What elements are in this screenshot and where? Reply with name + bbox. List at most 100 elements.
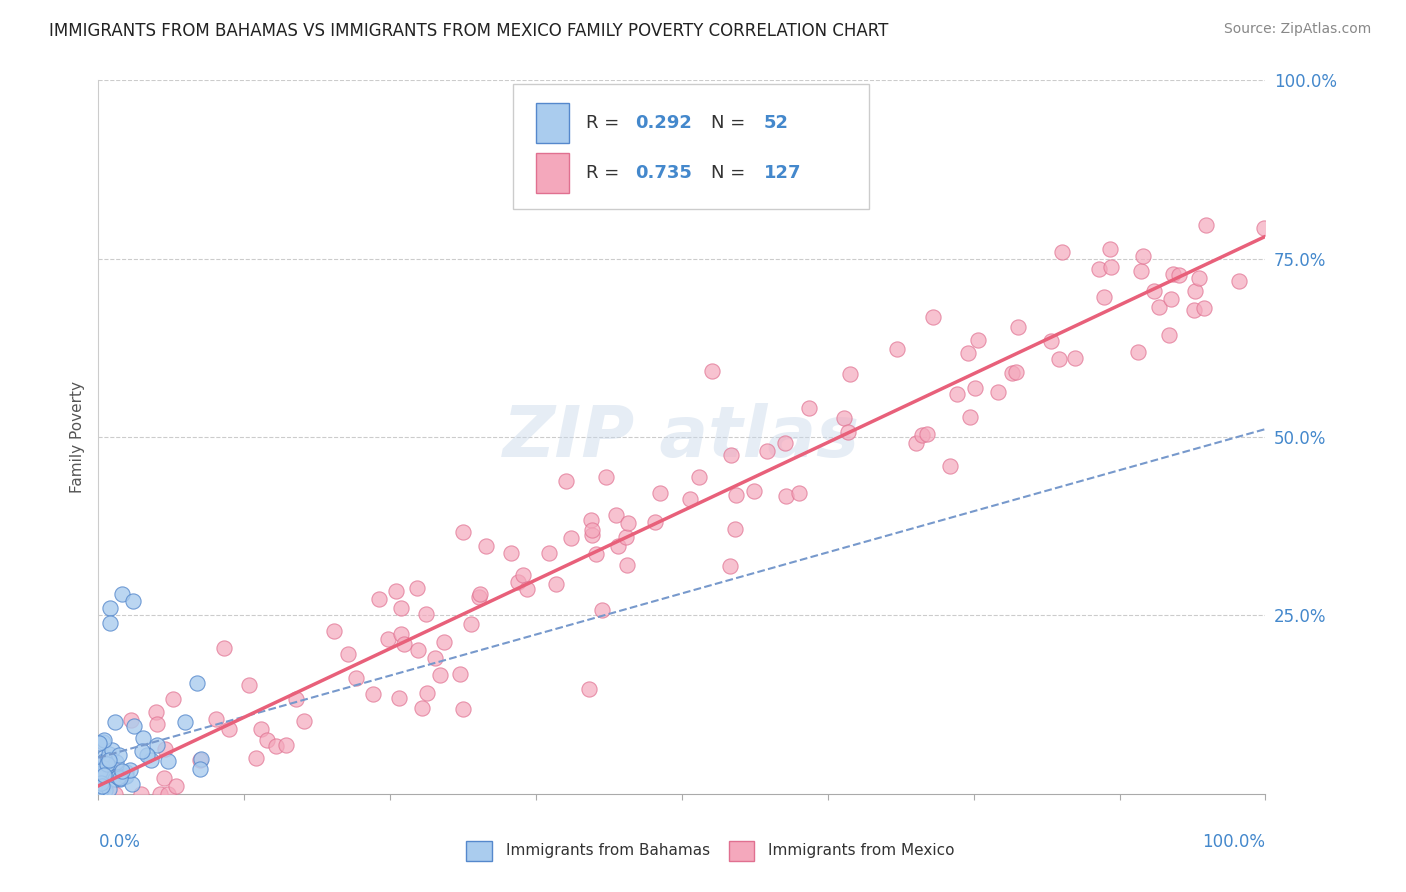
Text: N =: N = (711, 164, 751, 182)
Point (1040, 334, 1063, 348)
Y-axis label: Family Poverty: Family Poverty (69, 381, 84, 493)
Point (1227, 274, 1250, 288)
Point (89, 771, 111, 785)
Point (108, 771, 131, 785)
Point (93, 750, 115, 764)
Point (1195, 218, 1218, 232)
Point (1149, 300, 1171, 314)
Point (837, 425, 859, 439)
Point (1253, 221, 1275, 235)
Point (391, 627, 413, 641)
Point (614, 530, 637, 544)
Point (120, 763, 142, 777)
Point (537, 545, 560, 559)
Point (245, 751, 267, 765)
Point (720, 449, 742, 463)
Point (89, 764, 111, 779)
Point (188, 753, 211, 767)
Point (115, 764, 138, 779)
Point (922, 310, 945, 324)
Point (957, 345, 980, 359)
Point (1047, 352, 1070, 367)
Point (111, 587, 134, 601)
Point (98, 615, 121, 630)
Point (474, 539, 496, 553)
Point (114, 769, 136, 783)
Point (702, 364, 724, 378)
Point (506, 574, 529, 589)
Point (336, 647, 359, 661)
Point (96, 757, 118, 772)
Point (264, 739, 287, 753)
Text: 52: 52 (763, 114, 789, 132)
Point (415, 686, 437, 700)
Point (131, 744, 153, 758)
Point (718, 558, 741, 573)
Point (468, 587, 491, 601)
Point (392, 637, 415, 651)
Point (946, 386, 969, 401)
Point (832, 410, 855, 425)
Point (98, 781, 121, 796)
Point (616, 516, 638, 531)
Point (987, 385, 1010, 400)
Point (1088, 262, 1111, 277)
Point (905, 435, 928, 450)
Point (1161, 267, 1184, 281)
Point (595, 469, 617, 483)
Point (406, 581, 429, 595)
Point (1184, 285, 1206, 299)
Point (688, 469, 710, 483)
Point (742, 483, 765, 498)
Point (938, 459, 960, 474)
Point (1005, 365, 1028, 379)
Point (323, 624, 346, 638)
Point (451, 701, 474, 715)
Point (204, 712, 226, 726)
Point (377, 632, 399, 646)
Point (433, 634, 456, 648)
Point (108, 747, 131, 762)
Point (460, 616, 482, 631)
Point (110, 764, 132, 778)
Point (87, 775, 110, 789)
Point (91, 779, 114, 793)
Point (165, 779, 187, 793)
Point (605, 508, 627, 522)
Point (963, 381, 986, 395)
Point (93, 768, 115, 782)
Point (146, 738, 169, 752)
Point (1160, 292, 1182, 306)
Point (384, 583, 406, 598)
Point (94, 764, 117, 779)
Point (544, 577, 567, 591)
Text: Source: ZipAtlas.com: Source: ZipAtlas.com (1223, 22, 1371, 37)
Point (91, 780, 114, 794)
Point (406, 643, 429, 657)
Point (122, 594, 145, 608)
Point (1092, 290, 1115, 304)
Point (104, 787, 127, 801)
Point (839, 368, 862, 382)
Point (100, 743, 122, 757)
Point (212, 641, 235, 656)
Point (789, 485, 811, 500)
Point (429, 668, 451, 682)
Text: Immigrants from Bahamas: Immigrants from Bahamas (506, 844, 710, 858)
Point (89, 736, 111, 750)
Point (157, 787, 180, 801)
Point (616, 558, 638, 572)
Point (98, 753, 121, 767)
Point (468, 590, 491, 604)
Point (361, 687, 384, 701)
Text: R =: R = (586, 164, 626, 182)
Point (101, 761, 124, 775)
Point (1143, 284, 1166, 298)
Point (162, 692, 184, 706)
Text: 100.0%: 100.0% (1202, 833, 1265, 851)
Point (132, 731, 155, 745)
Point (1192, 301, 1215, 315)
Point (1126, 345, 1149, 359)
Point (516, 582, 538, 596)
Point (388, 690, 411, 705)
